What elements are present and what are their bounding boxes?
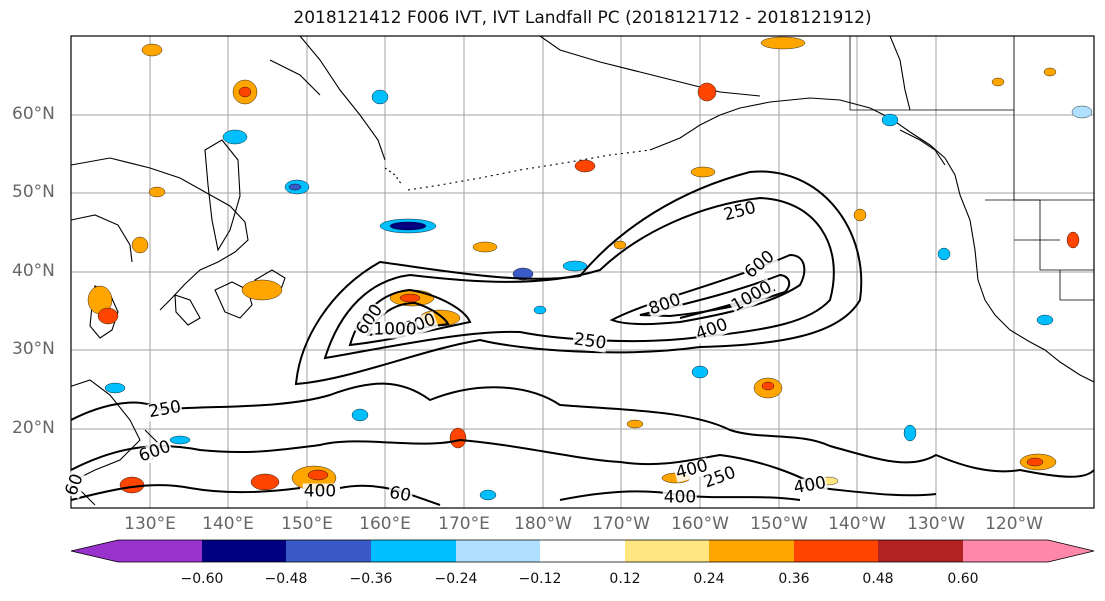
colorbar-tick-label: −0.24: [434, 571, 478, 587]
lon-label-140e: 140°E: [202, 514, 254, 534]
lon-label-130e: 130°E: [124, 514, 176, 534]
lon-label-130w: 130°W: [907, 514, 965, 534]
lon-label-180w: 180°W: [514, 514, 572, 534]
colorbar-segment: [202, 540, 286, 562]
lon-label-120w: 120°W: [985, 514, 1043, 534]
lat-label-60n: 60°N: [12, 104, 55, 124]
contour-label: 1000: [372, 319, 418, 340]
colorbar-segment: [794, 540, 878, 562]
lon-label-150w: 150°W: [750, 514, 808, 534]
colorbar-tick-label: 0.36: [778, 571, 810, 587]
colorbar-tick-label: 0.12: [609, 571, 641, 587]
contour-label: 60: [386, 482, 414, 507]
lon-label-170e: 170°E: [438, 514, 490, 534]
lon-label-140w: 140°W: [828, 514, 886, 534]
lat-label-40n: 40°N: [12, 261, 55, 281]
colorbar-tick-label: −0.48: [264, 571, 308, 587]
colorbar: [70, 539, 1095, 563]
colorbar-tick-label: −0.60: [180, 571, 224, 587]
colorbar-outline: [70, 539, 1095, 563]
contour-label: 250: [571, 329, 609, 354]
colorbar-segment: [456, 540, 540, 562]
colorbar-tick-label: 0.48: [862, 571, 894, 587]
lat-label-20n: 20°N: [12, 418, 55, 438]
contour-label: 400: [302, 481, 338, 502]
contour-label: 400: [662, 487, 698, 508]
lat-label-30n: 30°N: [12, 339, 55, 359]
colorbar-segment: [286, 540, 371, 562]
graticule: [71, 36, 1094, 508]
colorbar-segment: [540, 540, 625, 562]
lon-label-160e: 160°E: [359, 514, 411, 534]
colorbar-tick-label: 0.24: [693, 571, 725, 587]
lat-label-50n: 50°N: [12, 182, 55, 202]
colorbar-extend-low: [71, 540, 118, 562]
pc-shading: [87, 36, 1093, 501]
colorbar-extend-high: [1048, 540, 1094, 562]
colorbar-segment: [118, 540, 202, 562]
colorbar-segment: [371, 540, 456, 562]
colorbar-segment: [709, 540, 794, 562]
map-title: 2018121412 F006 IVT, IVT Landfall PC (20…: [293, 8, 872, 28]
colorbar-segment: [878, 540, 963, 562]
colorbar-tick-label: 0.60: [947, 571, 979, 587]
lon-label-170w: 170°W: [592, 514, 650, 534]
colorbar-tick-label: −0.12: [518, 571, 562, 587]
lon-label-160w: 160°W: [671, 514, 729, 534]
lon-label-150e: 150°E: [281, 514, 333, 534]
borders: [849, 36, 1094, 301]
colorbar-tick-label: −0.36: [349, 571, 393, 587]
map-frame: [70, 35, 1095, 509]
colorbar-segment: [963, 540, 1048, 562]
colorbar-segment: [625, 540, 709, 562]
